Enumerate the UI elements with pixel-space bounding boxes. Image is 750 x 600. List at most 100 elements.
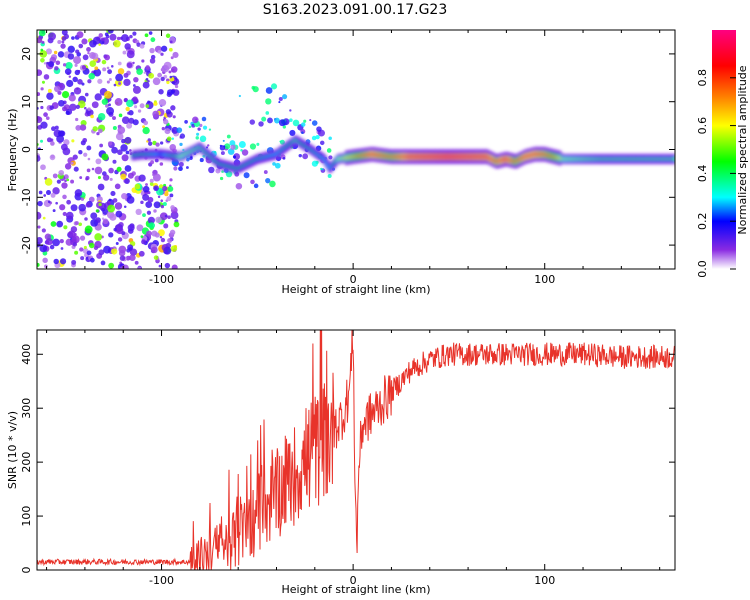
spectrogram-blob	[197, 127, 201, 131]
colorbar-tick-label: 0.2	[696, 212, 709, 230]
snr-y-tick-label: 100	[20, 506, 33, 527]
spectrogram-blob	[77, 69, 81, 73]
spectrogram-blob	[113, 39, 121, 48]
spectrogram-blob	[162, 185, 168, 192]
spectrogram-blob	[129, 254, 136, 261]
spectrogram-blob	[282, 156, 286, 160]
spectrogram-blob	[88, 242, 95, 249]
spectrogram-blob	[78, 203, 87, 212]
spectrogram-blob	[196, 132, 200, 136]
spectrogram-blob	[159, 235, 163, 239]
spectrogram-blob	[87, 51, 90, 55]
spectrogram-blob	[107, 69, 113, 75]
spectrogram-blob	[76, 31, 84, 39]
spectrogram-blob	[109, 177, 113, 181]
spectrogram-blob	[73, 87, 82, 95]
spectrogram-blob	[132, 119, 139, 126]
spectrogram-blob	[278, 96, 283, 101]
spectrogram-blob	[265, 87, 273, 94]
spectrogram-blob	[61, 106, 68, 112]
snr-y-tick-label: 200	[20, 452, 33, 473]
spectrogram-blob	[87, 107, 91, 111]
spectrogram-blob	[58, 99, 65, 107]
spectrogram-blob	[224, 143, 231, 150]
spectrogram-blob	[78, 222, 83, 227]
spectrogram-blob	[171, 126, 179, 134]
spectrogram-blob	[94, 233, 103, 241]
spectrogram-blob	[67, 53, 75, 60]
spectrogram-blob	[123, 98, 128, 103]
spectrogram-blob	[94, 93, 102, 101]
spectrogram-blob	[106, 66, 110, 70]
spectrogram-blob	[153, 209, 157, 213]
spectrogram-blob	[111, 146, 118, 154]
figure-title: S163.2023.091.00.17.G23	[263, 2, 448, 18]
spectrogram-blob	[107, 30, 114, 34]
spectrogram-blob	[39, 244, 48, 253]
spectrogram-blob	[68, 94, 76, 102]
spectrogram-blob	[132, 96, 138, 102]
spectrogram-blob	[101, 98, 108, 105]
spectrogram-blob	[44, 264, 48, 269]
snr-x-axis-label: Height of straight line (km)	[281, 583, 430, 596]
spectrogram-blob	[117, 237, 123, 242]
spectrogram-blob	[112, 159, 117, 164]
spectrogram-blob	[56, 179, 61, 184]
spectrogram-blob	[66, 79, 74, 88]
spectrogram-blob	[241, 149, 249, 156]
spectrogram-blob	[185, 166, 189, 169]
spectrogram-blob	[37, 200, 43, 207]
spectrogram-blob	[148, 31, 153, 35]
spectrogram-blob	[75, 124, 82, 131]
spectrogram-blob	[253, 183, 259, 189]
spectrogram-blob	[95, 158, 102, 165]
spectrogram-blob	[51, 126, 56, 132]
spectrogram-blob	[289, 118, 293, 123]
spectrogram-blob	[258, 121, 264, 127]
spectrogram-blob	[289, 109, 292, 112]
spectrogram-blob	[142, 213, 146, 217]
spectrogram-x-axis-label: Height of straight line (km)	[281, 283, 430, 296]
spectrogram-blob	[155, 216, 162, 224]
spectrogram-blob	[69, 103, 77, 111]
spectrogram-blob	[303, 119, 307, 123]
spectrogram-blob	[152, 173, 161, 182]
spectrogram-blob	[186, 158, 190, 162]
spectrogram-blob	[129, 223, 135, 229]
spectrogram-blob	[163, 223, 169, 229]
spectrogram-blob	[188, 125, 192, 129]
spectrogram-blob	[145, 65, 150, 70]
spectrogram-blob	[133, 76, 139, 83]
spectrogram-blob	[64, 179, 67, 183]
spectrogram-blob	[97, 112, 106, 121]
spectrogram-blob	[66, 178, 70, 182]
spectrogram-blob	[75, 49, 80, 54]
spectrogram-blob	[45, 116, 50, 121]
spectrogram-blob	[249, 143, 257, 150]
spectrogram-blob	[123, 78, 131, 87]
spectrogram-ridge-layer	[130, 135, 675, 174]
spectrogram-blob	[99, 143, 103, 148]
spectrogram-blob	[40, 164, 46, 171]
spectrogram-blob	[143, 120, 149, 126]
spectrogram-blob	[48, 61, 55, 68]
spectrogram-blob	[160, 237, 166, 243]
spectrogram-blob	[91, 101, 99, 109]
spectrogram-y-tick-label: -10	[20, 188, 33, 206]
spectrogram-blob	[84, 225, 93, 234]
spectrogram-blob	[243, 172, 250, 179]
spectrogram-blob	[98, 249, 105, 256]
spectrogram-blob	[169, 75, 173, 79]
spectrogram-blob	[81, 65, 87, 70]
spectrogram-blob	[98, 202, 102, 207]
spectrogram-blob	[65, 211, 74, 220]
spectrogram-blob	[164, 191, 169, 197]
spectrogram-blob	[97, 183, 105, 191]
spectrogram-blob	[70, 161, 74, 165]
spectrogram-blob	[159, 212, 168, 221]
spectrogram-blob	[138, 174, 146, 182]
spectrogram-blob	[73, 56, 82, 65]
spectrogram-blob	[95, 209, 100, 213]
spectrogram-blob	[61, 40, 65, 44]
spectrogram-blob	[140, 200, 144, 205]
